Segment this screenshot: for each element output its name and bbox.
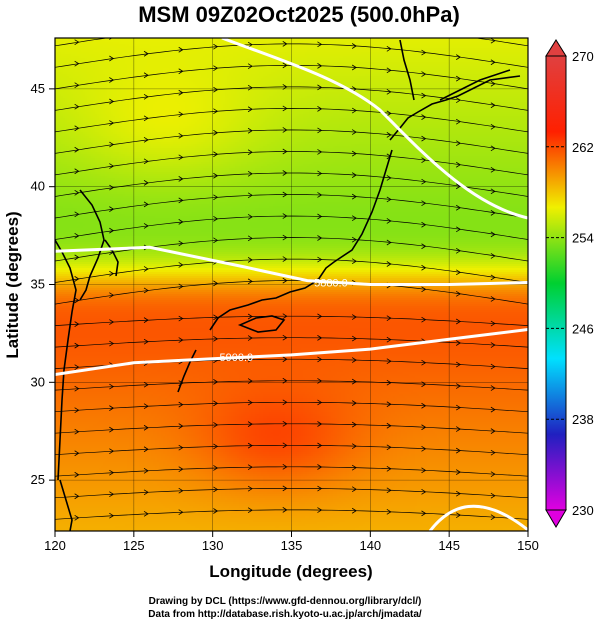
- map-title: MSM 09Z02Oct2025 (500.0hPa): [138, 2, 460, 27]
